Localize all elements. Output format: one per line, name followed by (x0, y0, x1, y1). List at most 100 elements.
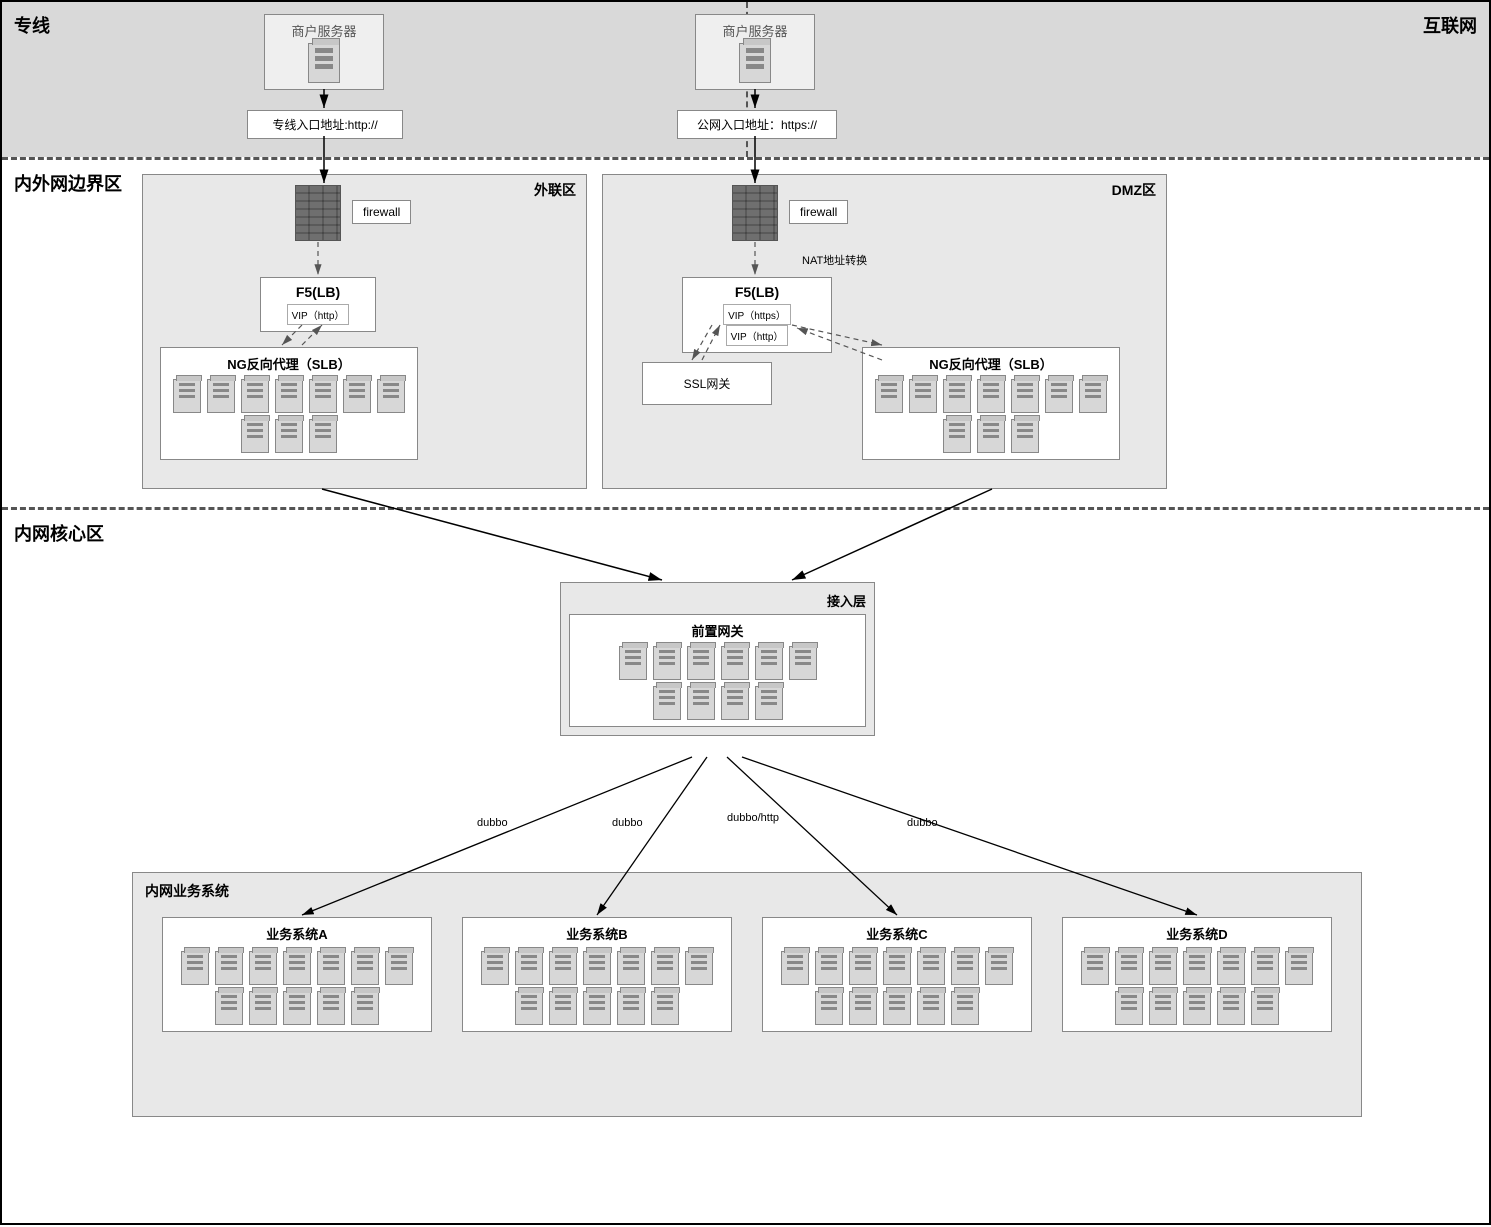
mini-server (1079, 379, 1107, 413)
mini-server (875, 379, 903, 413)
firewall-left-icon (295, 185, 341, 241)
mini-server (721, 686, 749, 720)
biz-system-c: 业务系统C (762, 917, 1032, 1032)
mini-server (207, 379, 235, 413)
ng-left-box: NG反向代理（SLB） (160, 347, 418, 460)
biz-system-b: 业务系统B (462, 917, 732, 1032)
zone-core-label: 内网核心区 (14, 520, 104, 546)
mini-server (617, 991, 645, 1025)
mini-server (755, 646, 783, 680)
biz-d-grid (1069, 951, 1325, 1025)
ng-right-grid (869, 379, 1113, 453)
mini-server (651, 991, 679, 1025)
mini-server (1045, 379, 1073, 413)
mini-server (275, 379, 303, 413)
merchant-server-right: 商户服务器 (695, 14, 815, 90)
mini-server (1183, 951, 1211, 985)
mini-server (1285, 951, 1313, 985)
dedicated-url-box: 专线入口地址:http:// (247, 110, 403, 139)
front-gateway-box: 前置网关 (569, 614, 866, 727)
mini-server (789, 646, 817, 680)
biz-c-grid (769, 951, 1025, 1025)
mini-server (1011, 379, 1039, 413)
mini-server (1115, 991, 1143, 1025)
mini-server (1217, 991, 1245, 1025)
mini-server (249, 991, 277, 1025)
mini-server (181, 951, 209, 985)
mini-server (849, 991, 877, 1025)
public-url-box: 公网入口地址：https:// (677, 110, 837, 139)
vip-https-right: VIP（https） (723, 304, 791, 325)
mini-server (685, 951, 713, 985)
mini-server (755, 686, 783, 720)
mini-server (173, 379, 201, 413)
ssl-gateway-box: SSL网关 (642, 362, 772, 405)
mini-server (351, 951, 379, 985)
mini-server (721, 646, 749, 680)
gateway-grid (603, 646, 833, 720)
nat-label: NAT地址转换 (802, 252, 867, 268)
mini-server (883, 951, 911, 985)
mini-server (951, 991, 979, 1025)
mini-server (781, 951, 809, 985)
mini-server (583, 991, 611, 1025)
mini-server (385, 951, 413, 985)
mini-server (343, 379, 371, 413)
dmz-region-label: DMZ区 (1112, 180, 1156, 200)
zone-dedicated-label: 专线 (14, 12, 50, 38)
mini-server (1149, 991, 1177, 1025)
server-icon (739, 43, 771, 83)
proto-label-2: dubbo/http (727, 812, 777, 824)
mini-server (351, 991, 379, 1025)
mini-server (549, 991, 577, 1025)
biz-a-grid (169, 951, 425, 1025)
mini-server (619, 646, 647, 680)
ng-right-box: NG反向代理（SLB） (862, 347, 1120, 460)
f5-left-title: F5(LB) (267, 284, 369, 300)
f5-right-title: F5(LB) (689, 284, 825, 300)
mini-server (309, 419, 337, 453)
mini-server (617, 951, 645, 985)
proto-label-0: dubbo (477, 817, 508, 829)
access-layer-label: 接入层 (569, 591, 866, 610)
mini-server (1011, 419, 1039, 453)
mini-server (687, 686, 715, 720)
ng-left-title: NG反向代理（SLB） (167, 354, 411, 373)
server-icon (308, 43, 340, 83)
firewall-right-icon (732, 185, 778, 241)
mini-server (317, 991, 345, 1025)
external-region-label: 外联区 (534, 180, 576, 200)
mini-server (549, 951, 577, 985)
biz-region-label: 内网业务系统 (145, 881, 229, 901)
zone-internet-label: 互联网 (1423, 12, 1477, 38)
f5-right-box: F5(LB) VIP（https） VIP（http） (682, 277, 832, 353)
mini-server (917, 951, 945, 985)
mini-server (651, 951, 679, 985)
mini-server (309, 379, 337, 413)
mini-server (515, 951, 543, 985)
mini-server (515, 991, 543, 1025)
mini-server (1217, 951, 1245, 985)
mini-server (849, 951, 877, 985)
mini-server (283, 991, 311, 1025)
mini-server (275, 419, 303, 453)
mini-server (215, 951, 243, 985)
mini-server (917, 991, 945, 1025)
zone-boundary-label: 内外网边界区 (14, 170, 122, 196)
mini-server (985, 951, 1013, 985)
mini-server (815, 991, 843, 1025)
firewall-right-label: firewall (789, 200, 848, 224)
mini-server (943, 419, 971, 453)
mini-server (653, 686, 681, 720)
mini-server (653, 646, 681, 680)
mini-server (481, 951, 509, 985)
mini-server (977, 419, 1005, 453)
access-layer-box: 接入层 前置网关 (560, 582, 875, 736)
mini-server (241, 419, 269, 453)
mini-server (883, 991, 911, 1025)
merchant-server-left: 商户服务器 (264, 14, 384, 90)
biz-c-title: 业务系统C (769, 924, 1025, 943)
mini-server (1081, 951, 1109, 985)
divider-2 (2, 507, 1489, 510)
vip-http-right: VIP（http） (726, 325, 789, 346)
